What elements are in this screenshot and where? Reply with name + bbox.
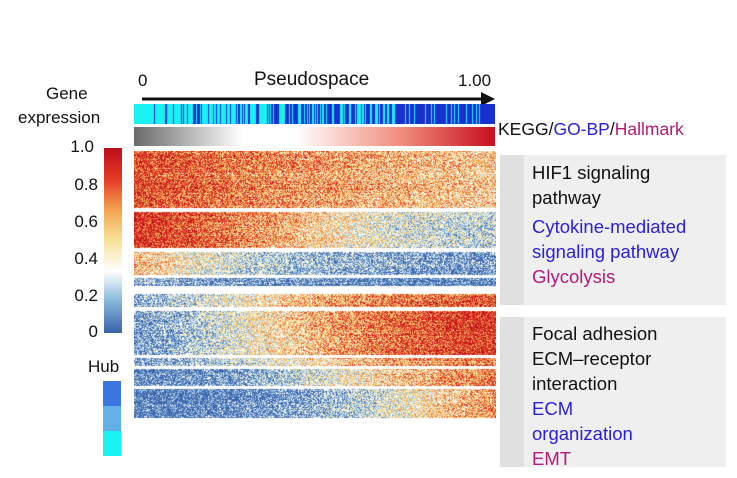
colorbar-tick-1: 1.0	[70, 137, 94, 156]
key-sep-2: /	[609, 119, 615, 139]
legend-title-line2: expression	[18, 108, 101, 127]
colorbar-tick-0.2: 0.2	[74, 286, 98, 305]
cluster-1-strip	[500, 155, 524, 305]
pseudospace-arrow	[142, 92, 495, 106]
cluster-1-term-1-line-1: HIF1 signaling	[532, 162, 651, 183]
pseudospace-gradient-bar	[134, 127, 495, 146]
cluster-2-term-3-line-2: organization	[532, 423, 633, 444]
colorbar-tick-0: 0	[88, 322, 98, 341]
cluster-2-strip	[500, 317, 524, 467]
hub-swatch-1	[103, 381, 121, 406]
pseudospace-annotation-bar	[134, 104, 495, 124]
expression-heatmap	[134, 151, 496, 469]
key-sep-1: /	[548, 119, 554, 139]
legend-title-line1: Gene	[46, 84, 88, 103]
cluster-2-term-3-line-1: ECM	[532, 398, 574, 419]
cluster-2-term-2-line-2: interaction	[532, 373, 618, 394]
colorbar-tick-0.8: 0.8	[74, 175, 98, 194]
key-go-bp: GO-BP	[553, 119, 610, 139]
cluster-1-term-1-line-2: pathway	[532, 187, 601, 208]
cluster-2-annotation-box: Focal adhesion ECM–receptor interaction …	[524, 317, 726, 469]
x-axis-end-label: 1.00	[458, 71, 492, 90]
colorbar-tick-0.4: 0.4	[74, 249, 98, 268]
hub-swatch-3	[103, 431, 121, 456]
cluster-1-term-3-line-1: Glycolysis	[532, 266, 616, 287]
cluster-1-annotation-box: HIF1 signaling pathway Cytokine-mediated…	[524, 155, 726, 305]
cluster-2-term-1-line-1: Focal adhesion	[532, 323, 658, 344]
hub-label: Hub	[88, 357, 120, 376]
colorbar-tick-0.6: 0.6	[74, 212, 98, 231]
cluster-2-term-2-line-1: ECM–receptor	[532, 348, 652, 369]
key-hallmark: Hallmark	[614, 119, 684, 139]
cluster-2-term-4-line-1: EMT	[532, 448, 572, 469]
expression-colorbar	[104, 148, 122, 333]
key-kegg: KEGG	[498, 119, 549, 139]
cluster-1-term-2-line-2: signaling pathway	[532, 241, 680, 262]
cluster-1-term-2-line-1: Cytokine-mediated	[532, 216, 687, 237]
hub-swatch-2	[103, 406, 121, 431]
annotation-key: KEGG/GO-BP/Hallmark	[498, 117, 684, 142]
x-axis-start-label: 0	[138, 71, 148, 90]
x-axis-label: Pseudospace	[254, 69, 370, 90]
